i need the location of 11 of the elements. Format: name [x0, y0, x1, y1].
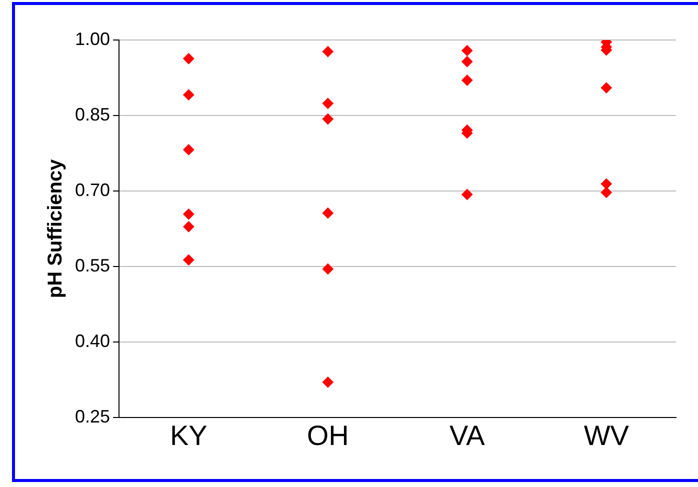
- y-tick-label: 0.85: [74, 104, 110, 124]
- x-tick-label: WV: [584, 420, 630, 451]
- y-tick-label: 1.00: [74, 28, 110, 49]
- y-tick-label: 0.25: [74, 406, 110, 426]
- y-tick-label: 0.70: [74, 180, 110, 200]
- y-tick-label: 0.55: [74, 255, 110, 276]
- x-tick-label: OH: [306, 420, 349, 451]
- x-tick-label: KY: [170, 420, 208, 451]
- x-tick-label: VA: [449, 420, 486, 451]
- y-tick-label: 0.40: [74, 330, 110, 351]
- y-axis-title: pH Sufficiency: [44, 158, 67, 298]
